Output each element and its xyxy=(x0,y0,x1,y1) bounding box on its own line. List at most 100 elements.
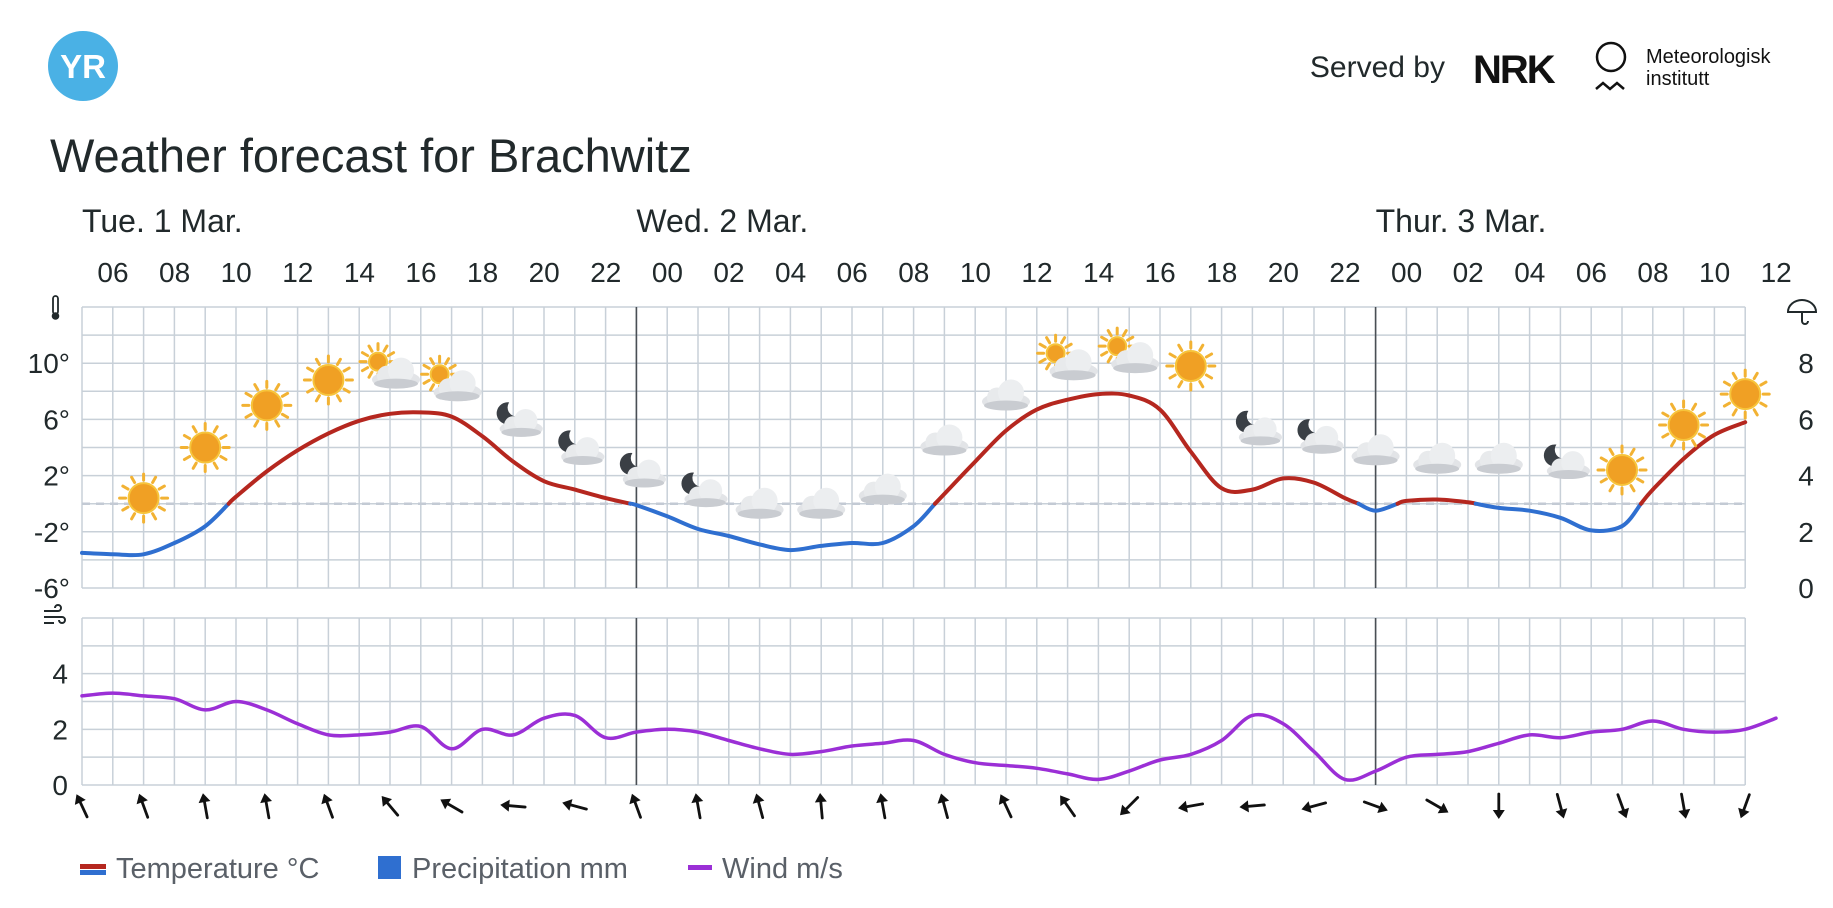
legend-label-precipitation: Precipitation mm xyxy=(412,853,628,885)
hour-tick-label: 16 xyxy=(1145,257,1176,288)
cloud-puff xyxy=(698,479,723,503)
sun-icon xyxy=(1658,399,1710,451)
sun-ray xyxy=(212,461,219,470)
cloud-icon xyxy=(1351,434,1400,466)
sun-ray xyxy=(1126,335,1135,342)
cloud-puff xyxy=(874,473,901,500)
wind-tick-label: 2 xyxy=(52,714,68,745)
cloud-shadow xyxy=(563,456,603,465)
met-logo-line1: Meteorologisk xyxy=(1646,46,1772,68)
hour-tick-label: 10 xyxy=(1699,257,1730,288)
cloud-puff xyxy=(575,437,599,461)
cloud-shadow xyxy=(1548,470,1589,480)
sun-ray xyxy=(335,357,342,366)
cloud-puff xyxy=(514,409,538,433)
cloud-icon xyxy=(1300,425,1344,454)
sun-ray xyxy=(1198,343,1205,352)
sun-ray xyxy=(219,434,228,440)
cloud-puff xyxy=(1253,417,1277,441)
temp-tick-label: 2° xyxy=(43,461,70,492)
cloud-shadow xyxy=(737,508,782,519)
sun-ray xyxy=(1064,342,1073,349)
hour-tick-label: 14 xyxy=(344,257,375,288)
cloud-icon xyxy=(499,409,543,437)
sun-ray xyxy=(382,344,389,353)
cloud-shadow xyxy=(860,494,905,505)
wind-series xyxy=(80,691,1778,782)
weather-symbols xyxy=(118,326,1771,524)
yr-logo[interactable]: YR xyxy=(48,31,118,101)
sun-ray xyxy=(314,357,321,366)
wind-direction-arrow-icon xyxy=(1060,795,1076,818)
sun-ray xyxy=(1691,402,1698,411)
arrow-head xyxy=(198,793,211,804)
precip-tick-label: 8 xyxy=(1798,348,1814,379)
wind-direction-arrow-icon xyxy=(1678,792,1691,819)
wind-direction-arrow-icon xyxy=(440,798,464,814)
sun-ray xyxy=(1697,411,1706,418)
cloud-puff xyxy=(449,370,476,397)
cloud-icon xyxy=(372,357,420,389)
sun-icon xyxy=(1719,368,1771,420)
wind-direction-arrow-icon xyxy=(1301,801,1327,813)
hour-tick-label: 12 xyxy=(282,257,313,288)
partly-cloudy-day-icon xyxy=(1097,326,1160,374)
wind-direction-arrow-icon xyxy=(1492,792,1505,819)
arrow-head xyxy=(629,793,641,805)
served-by-label: Served by xyxy=(1310,51,1445,84)
wind-icon xyxy=(44,604,66,624)
sun-disc xyxy=(250,389,283,422)
cloud-shadow xyxy=(1113,363,1158,374)
temperature-series xyxy=(80,391,1748,558)
sun-ray xyxy=(444,357,451,366)
sun-ray xyxy=(280,412,290,419)
wind-direction-arrow-icon xyxy=(74,794,89,819)
sun-ray xyxy=(1038,342,1047,349)
sun-ray xyxy=(429,357,436,366)
cloud-icon xyxy=(1474,442,1523,474)
wind-direction-arrow-icon xyxy=(136,793,150,819)
sun-ray xyxy=(191,461,198,470)
day-label: Thur. 3 Mar. xyxy=(1376,203,1547,239)
sun-ray xyxy=(1045,336,1052,345)
sun-ray xyxy=(1608,447,1615,456)
hour-tick-label: 18 xyxy=(467,257,498,288)
met-logo[interactable]: Meteorologisk institutt xyxy=(1595,41,1772,91)
hour-tick-label: 22 xyxy=(1329,257,1360,288)
sun-ray xyxy=(1697,432,1706,439)
cloud-puff xyxy=(1490,442,1517,469)
arrow-head xyxy=(74,794,86,805)
cloud-shadow xyxy=(1415,463,1460,474)
arrow-head xyxy=(1377,801,1388,814)
sun-icon xyxy=(302,354,354,406)
nrk-logo[interactable]: NRK xyxy=(1473,48,1558,92)
cloud-shadow xyxy=(799,508,844,519)
cloud-icon xyxy=(433,370,482,402)
arrow-head xyxy=(1738,807,1750,819)
precip-tick-label: 4 xyxy=(1798,461,1814,492)
sun-ray xyxy=(1759,401,1768,408)
sun-ray xyxy=(121,484,130,491)
hour-tick-label: 06 xyxy=(97,257,128,288)
arrow-head xyxy=(937,793,950,804)
cloud-icon xyxy=(920,424,969,456)
partly-cloudy-day-icon xyxy=(420,354,482,402)
sun-ray xyxy=(1691,439,1698,448)
sun-ray xyxy=(182,434,192,440)
wind-direction-arrow-icon xyxy=(562,799,588,811)
cloud-shadow xyxy=(1240,436,1281,446)
arrow-head xyxy=(260,793,273,804)
legend-item-wind: Wind m/s xyxy=(688,853,843,885)
cloud-shadow xyxy=(1051,370,1096,381)
sun-ray xyxy=(306,387,315,394)
sun-ray xyxy=(1759,380,1768,387)
cloud-shadow xyxy=(686,498,726,508)
sun-ray xyxy=(1629,484,1636,493)
day-label: Wed. 2 Mar. xyxy=(636,203,808,239)
hour-tick-label: 06 xyxy=(1576,257,1607,288)
sun-ray xyxy=(1722,401,1732,408)
cloud-icon xyxy=(684,479,728,508)
arrow-head xyxy=(440,798,452,810)
